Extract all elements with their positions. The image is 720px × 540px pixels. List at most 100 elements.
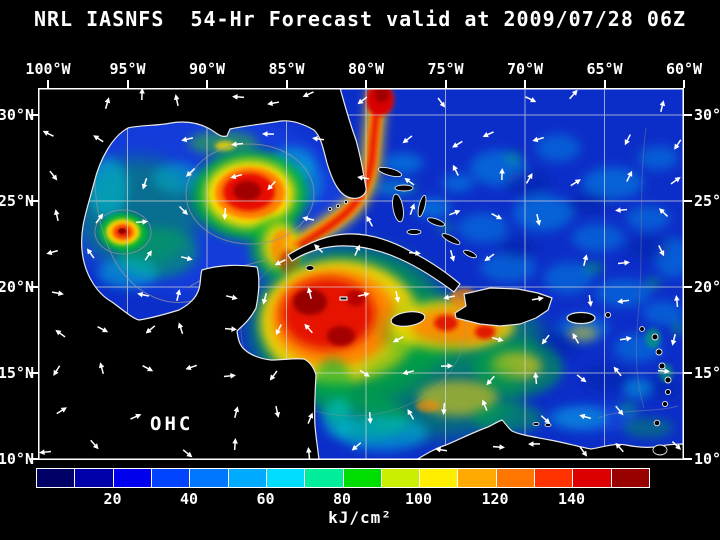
- colorbar-segment: [343, 469, 381, 487]
- vector-arrow: [232, 438, 238, 451]
- vector-arrow: [267, 100, 280, 107]
- colorbar-unit-label: kJ/cm²: [328, 508, 392, 527]
- vector-arrow: [357, 175, 370, 181]
- vector-arrow: [674, 139, 682, 150]
- vector-arrow: [302, 91, 314, 98]
- vector-arrow: [404, 177, 415, 186]
- vector-arrow: [232, 94, 245, 100]
- vector-arrow: [95, 213, 104, 224]
- colorbar-segment: [381, 469, 420, 487]
- vector-arrow: [53, 365, 61, 376]
- vector-arrow: [261, 292, 268, 305]
- colorbar-segment: [458, 469, 496, 487]
- vector-arrow: [56, 407, 67, 415]
- vector-arrow: [39, 449, 52, 455]
- vector-arrow: [175, 289, 182, 302]
- colorbar-segment: [113, 469, 151, 487]
- vector-arrow: [615, 405, 624, 416]
- vector-arrow: [231, 141, 244, 147]
- lon-tick-label: 80°W: [347, 60, 385, 78]
- colorbar-tick-label: 80: [332, 490, 352, 508]
- colorbar-segment: [305, 469, 343, 487]
- lat-tick-label-left: 10°N: [0, 450, 34, 468]
- vector-arrow: [484, 253, 495, 262]
- vector-arrow: [307, 412, 314, 424]
- vector-arrow: [572, 332, 580, 344]
- vector-arrow: [619, 336, 632, 342]
- vector-arrow: [302, 215, 315, 222]
- lon-tick-label: 70°W: [506, 60, 544, 78]
- lon-tick-label: 75°W: [427, 60, 464, 78]
- colorbar-segment: [37, 469, 75, 487]
- vector-arrow: [262, 131, 275, 137]
- vector-arrow: [525, 96, 537, 103]
- vector-arrow: [579, 446, 588, 457]
- vector-arrow: [178, 205, 188, 215]
- lon-tick-mark: [206, 80, 208, 88]
- vector-arrow: [306, 447, 312, 460]
- vector-arrow: [570, 179, 581, 187]
- vector-arrow: [402, 369, 415, 376]
- lat-tick-label-right: 25°N: [694, 192, 720, 210]
- vector-arrow: [481, 399, 488, 411]
- colorbar-tick-label: 60: [256, 490, 275, 508]
- vector-arrow: [617, 298, 630, 304]
- colorbar-segment: [75, 469, 113, 487]
- vector-arrow: [98, 362, 105, 375]
- lon-tick-label: 90°W: [188, 60, 226, 78]
- vector-arrow: [402, 135, 413, 144]
- vector-arrow: [304, 323, 313, 334]
- colorbar-tick-label: 20: [103, 490, 122, 508]
- vector-arrow: [624, 134, 631, 146]
- vector-arrow: [182, 449, 193, 458]
- vector-arrow: [408, 250, 421, 256]
- lon-tick-mark: [285, 80, 288, 88]
- lon-tick-label: 100°W: [25, 60, 71, 78]
- vector-arrow: [569, 89, 578, 100]
- colorbar-segment: [151, 469, 190, 487]
- vector-arrow: [659, 100, 666, 113]
- vector-arrow: [312, 136, 325, 142]
- colorbar-segment: [611, 469, 649, 487]
- vector-arrow: [407, 408, 415, 420]
- vector-arrow: [222, 207, 228, 220]
- colorbar-tick-label: 120: [481, 490, 509, 508]
- vector-arrow: [615, 442, 624, 453]
- colorbar-segment: [266, 469, 305, 487]
- vector-arrow: [139, 88, 145, 101]
- vector-arrow: [93, 135, 104, 143]
- vector-arrow: [223, 373, 236, 379]
- lat-tick-label-left: 15°N: [0, 364, 34, 382]
- cayman-island: [339, 296, 348, 301]
- vector-arrow: [185, 364, 197, 371]
- vector-arrow: [670, 333, 677, 346]
- vector-arrow: [613, 366, 622, 377]
- lat-tick-mark: [684, 114, 692, 116]
- vector-arrow: [531, 295, 544, 302]
- vector-arrow: [224, 326, 237, 332]
- vector-arrow: [177, 322, 184, 334]
- vector-arrow: [366, 215, 374, 227]
- lat-tick-label-right: 10°N: [694, 450, 720, 468]
- lon-tick-mark: [524, 80, 526, 88]
- hispaniola-island: [454, 287, 553, 327]
- vector-arrow: [46, 249, 59, 256]
- vector-arrow: [582, 254, 589, 267]
- vector-arrow: [97, 325, 109, 333]
- puerto-rico-island: [566, 311, 596, 325]
- vector-arrow: [452, 164, 459, 176]
- vector-arrow: [51, 290, 64, 297]
- vector-arrow: [671, 440, 682, 450]
- lon-tick-label: 65°W: [586, 60, 623, 78]
- vector-arrow: [173, 94, 180, 107]
- lat-tick-mark: [30, 114, 38, 116]
- vector-arrow: [141, 178, 148, 190]
- wind-vector-arrows: [39, 88, 682, 460]
- vector-arrow: [306, 287, 313, 300]
- vector-arrow: [274, 405, 281, 418]
- vector-arrow: [617, 260, 630, 266]
- colorbar-segment: [496, 469, 535, 487]
- vector-arrow: [180, 255, 193, 262]
- vector-arrow: [55, 329, 66, 338]
- lon-tick-mark: [444, 80, 447, 88]
